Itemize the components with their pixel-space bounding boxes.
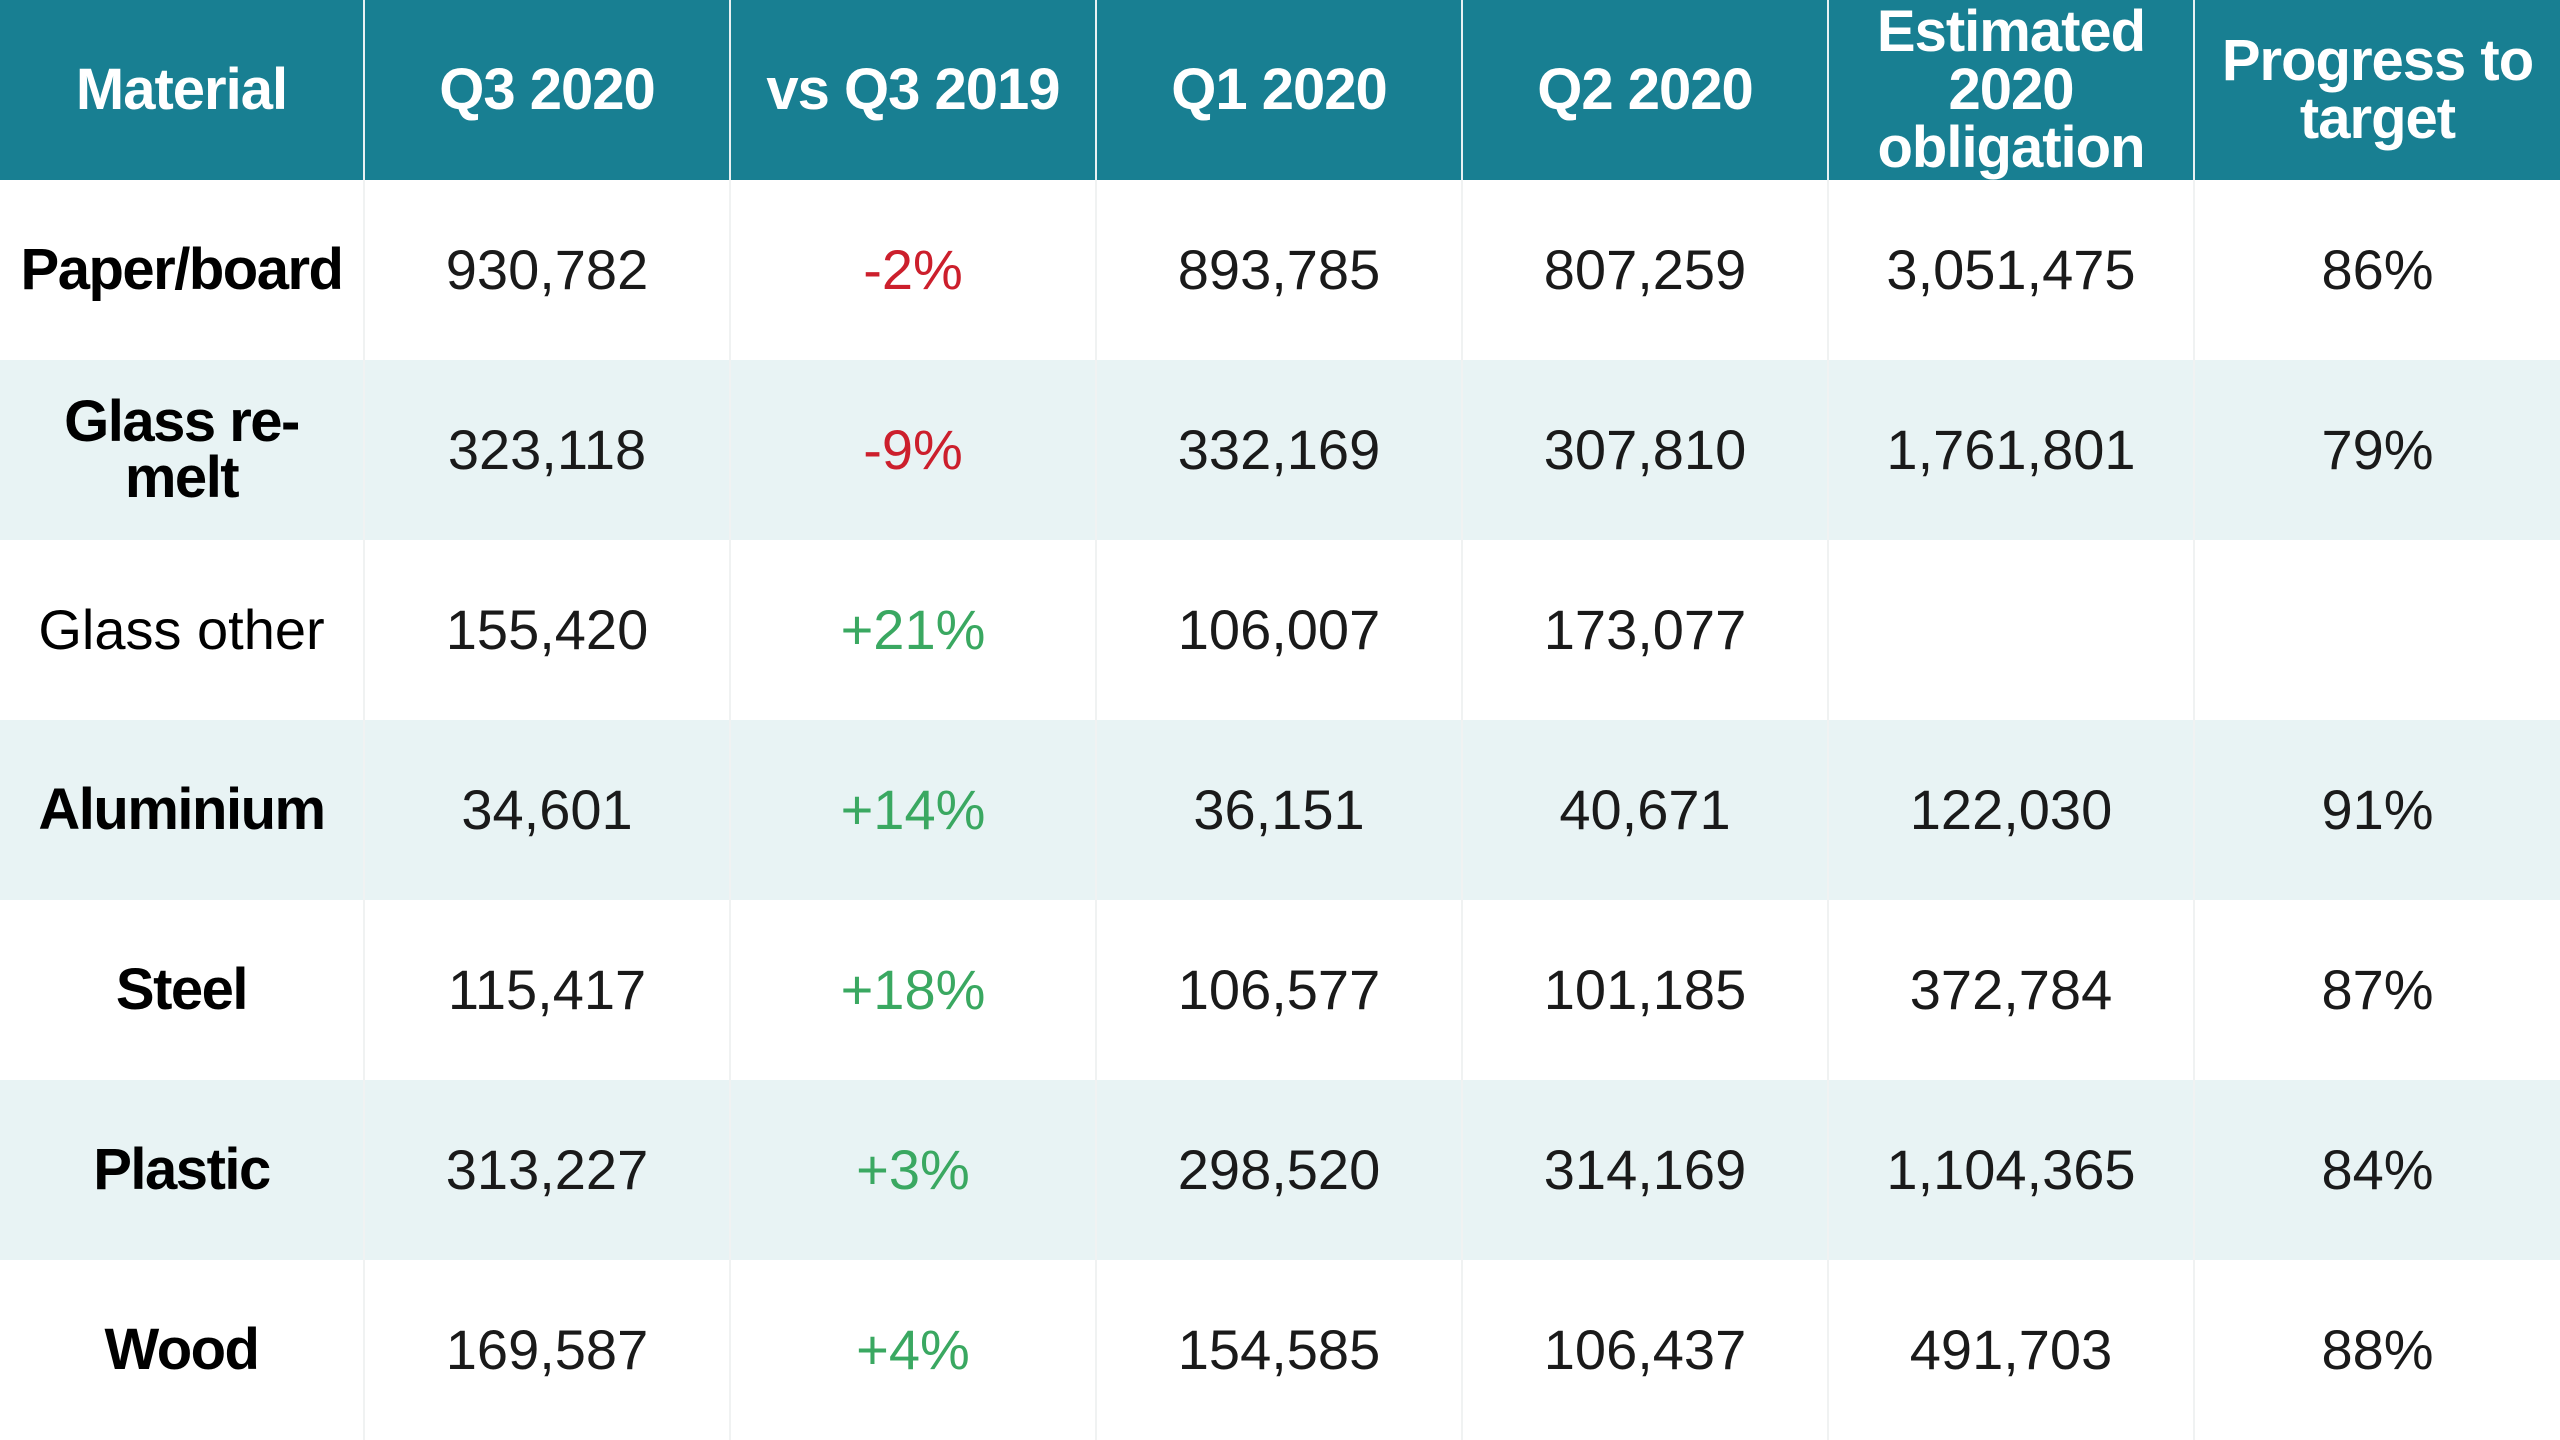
q2-2020-cell: 106,437 [1462,1260,1829,1440]
material-cell: Aluminium [0,720,365,900]
q1-2020-cell: 332,169 [1096,360,1463,540]
q3-2020-cell: 930,782 [364,180,731,360]
obligation-cell: 3,051,475 [1828,180,2195,360]
obligation-cell: 372,784 [1828,900,2195,1080]
q1-2020-cell: 298,520 [1096,1080,1463,1260]
vs-q3-2019-cell: -9% [730,360,1097,540]
q2-2020-cell: 101,185 [1462,900,1829,1080]
q2-2020-cell: 807,259 [1462,180,1829,360]
progress-cell: 86% [2321,238,2434,301]
obligation-cell: 1,104,365 [1828,1080,2195,1260]
material-cell: Wood [0,1260,365,1440]
header-q3-2020: Q3 2020 [364,0,731,180]
table-row: Aluminium 34,601 +14% 36,151 40,671 122,… [0,720,2560,900]
progress-cell: 91% [2321,778,2434,841]
header-q2-2020: Q2 2020 [1462,0,1829,180]
vs-q3-2019-cell: +21% [730,540,1097,720]
table-row: Plastic 313,227 +3% 298,520 314,169 1,10… [0,1080,2560,1260]
header-estimated-obligation: Estimated 2020 obligation [1828,0,2195,180]
q1-2020-cell: 36,151 [1096,720,1463,900]
header-material: Material [0,0,365,180]
material-cell: Glass re-melt [0,360,365,540]
table-row: Wood 169,587 +4% 154,585 106,437 491,703… [0,1260,2560,1440]
table-row: Steel 115,417 +18% 106,577 101,185 372,7… [0,900,2560,1080]
q3-2020-cell: 155,420 [364,540,731,720]
q1-2020-cell: 106,577 [1096,900,1463,1080]
obligation-cell: 122,030 [1828,720,2195,900]
progress-cell: 84% [2321,1138,2434,1201]
material-cell: Steel [0,900,365,1080]
obligation-cell [1828,540,2195,720]
header-row: Material Q3 2020 vs Q3 2019 Q1 2020 Q2 2… [0,0,2560,180]
vs-q3-2019-cell: +18% [730,900,1097,1080]
q3-2020-cell: 313,227 [364,1080,731,1260]
header-progress-to-target: Progress to target [2221,28,2534,151]
progress-cell [2194,540,2560,720]
q1-2020-cell: 106,007 [1096,540,1463,720]
q3-2020-cell: 169,587 [364,1260,731,1440]
material-cell: Glass other [0,540,365,720]
obligation-cell: 1,761,801 [1828,360,2195,540]
table-row: Glass re-melt 323,118 -9% 332,169 307,81… [0,360,2560,540]
vs-q3-2019-cell: -2% [730,180,1097,360]
table-row: Glass other 155,420 +21% 106,007 173,077 [0,540,2560,720]
table-row: Paper/board 930,782 -2% 893,785 807,259 … [0,180,2560,360]
table-body: Paper/board 930,782 -2% 893,785 807,259 … [0,180,2560,1440]
progress-cell: 88% [2321,1318,2434,1381]
q3-2020-cell: 323,118 [364,360,731,540]
q3-2020-cell: 34,601 [364,720,731,900]
q2-2020-cell: 314,169 [1462,1080,1829,1260]
obligation-cell: 491,703 [1828,1260,2195,1440]
progress-cell: 87% [2321,958,2434,1021]
q2-2020-cell: 173,077 [1462,540,1829,720]
q1-2020-cell: 893,785 [1096,180,1463,360]
table-header: Material Q3 2020 vs Q3 2019 Q1 2020 Q2 2… [0,0,2560,180]
q1-2020-cell: 154,585 [1096,1260,1463,1440]
header-q1-2020: Q1 2020 [1096,0,1463,180]
material-cell: Plastic [0,1080,365,1260]
q2-2020-cell: 40,671 [1462,720,1829,900]
vs-q3-2019-cell: +4% [730,1260,1097,1440]
vs-q3-2019-cell: +14% [730,720,1097,900]
q3-2020-cell: 115,417 [364,900,731,1080]
vs-q3-2019-cell: +3% [730,1080,1097,1260]
material-cell: Paper/board [0,180,365,360]
header-vs-q3-2019: vs Q3 2019 [730,0,1097,180]
progress-cell: 79% [2321,418,2434,481]
q2-2020-cell: 307,810 [1462,360,1829,540]
